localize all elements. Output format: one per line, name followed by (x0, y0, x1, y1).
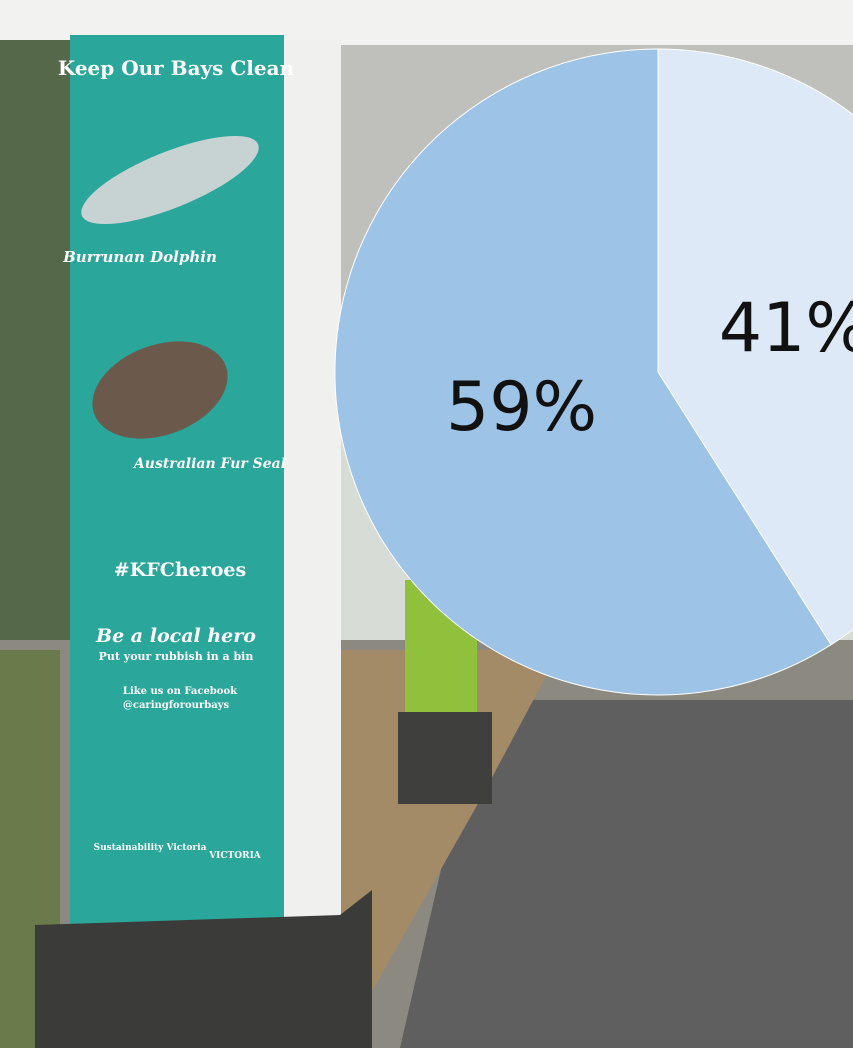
sign-text: Australian Fur Seal (132, 456, 286, 472)
sign-text: Put your rubbish in a bin (99, 650, 254, 663)
trees (0, 40, 70, 660)
pie-slice (334, 48, 832, 696)
slice-label: 41% (719, 289, 853, 368)
sign-text: Burrunan Dolphin (62, 248, 217, 266)
soil (340, 650, 560, 1048)
seal-image (92, 341, 228, 439)
pillar-side (283, 40, 341, 920)
brick-base (35, 890, 372, 1048)
sign-text: Sustainability Victoria (94, 843, 207, 853)
small-base (398, 712, 492, 804)
slice-label: 59% (446, 368, 597, 447)
sign-text: Be a local hero (95, 625, 256, 647)
pie-slice (657, 48, 853, 646)
pie-chart: 41% 59% (334, 48, 853, 696)
sign-text: Like us on Facebook (123, 686, 238, 697)
road (400, 700, 853, 1048)
sign-title: Keep Our Bays Clean (58, 56, 295, 80)
sign-text: @caringforourbays (123, 700, 230, 711)
sign-text: #KFCheroes (114, 559, 246, 581)
sign-text: VICTORIA (208, 851, 262, 861)
dolphin-image (81, 135, 259, 225)
